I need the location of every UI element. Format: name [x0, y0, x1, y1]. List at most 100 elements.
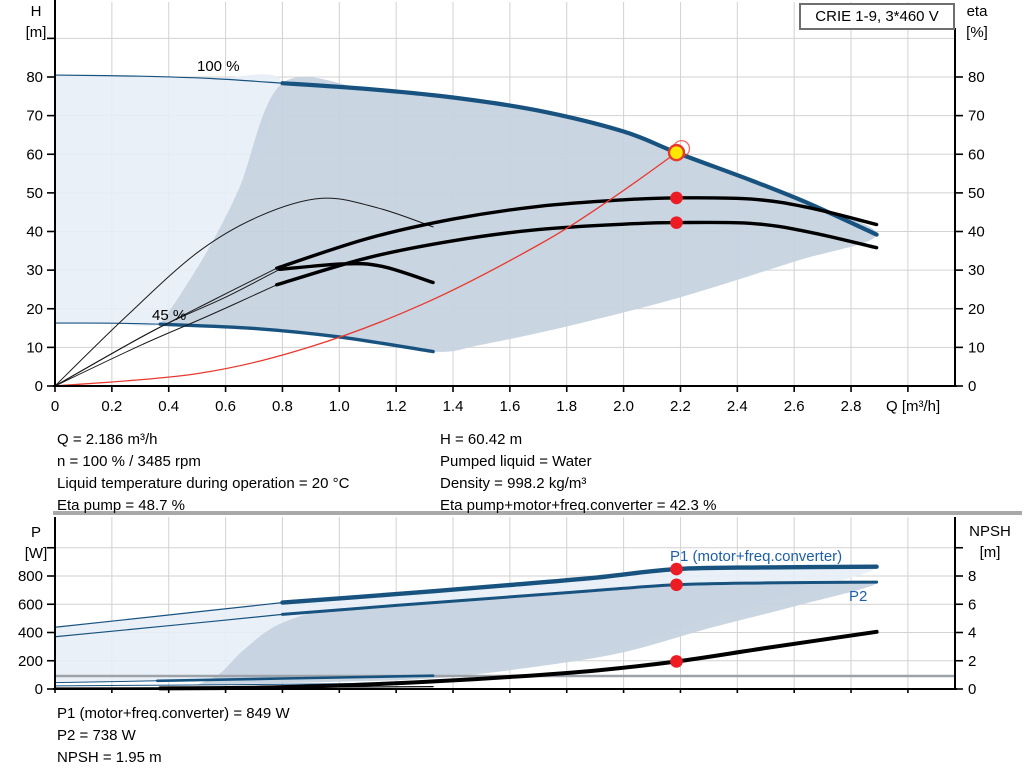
- right-axis-tick-label: 0: [968, 378, 976, 395]
- x-axis-tick-label: 0.8: [272, 398, 293, 415]
- x-axis-tick-label: 0.6: [215, 398, 236, 415]
- eta-total-45pct-thin: [54, 268, 281, 387]
- eta-pump-45pct-curve: [54, 197, 434, 387]
- x-axis-tick-label: 1.4: [443, 398, 464, 415]
- duty-point[interactable]: [667, 143, 686, 162]
- pump-title-box: CRIE 1-9, 3*460 V: [799, 3, 955, 30]
- speed-envelope-region: [55, 74, 283, 327]
- duty-info-right: H = 60.42 m Pumped liquid = Water Densit…: [440, 429, 716, 517]
- info-eta-pump: Eta pump = 48.7 %: [57, 497, 185, 514]
- eta-total-point: [670, 216, 683, 229]
- x-axis-tick-label: 1.6: [499, 398, 520, 415]
- x-axis-tick-label: 2.8: [841, 398, 862, 415]
- pump-curve-100pct-thin: [54, 74, 283, 84]
- x-axis-tick-label: 0: [51, 398, 59, 415]
- info-density: Density = 998.2 kg/m³: [440, 475, 587, 492]
- eta-total-curve-thin: [54, 284, 278, 387]
- info-liquid-temperature: Liquid temperature during operation = 20…: [57, 475, 350, 492]
- p1-curve-thin: [54, 602, 283, 628]
- x-axis-tick-label: 1.8: [556, 398, 577, 415]
- x-axis-tick-label: 2.6: [784, 398, 805, 415]
- recommended-duty-region: [160, 76, 877, 352]
- right-axis-tick-label: 50: [968, 185, 985, 202]
- info-head: H = 60.42 m: [440, 431, 523, 448]
- right-axis-tick-label: 8: [968, 568, 976, 585]
- npsh-axis-title-1: [m]: [980, 544, 1001, 561]
- p2-envelope-region: [197, 580, 877, 685]
- eta-total-45pct-curve: [277, 261, 435, 285]
- power-axis-title-0: P: [31, 524, 41, 541]
- pump-curve-45pct-thin: [54, 322, 161, 325]
- left-axis-tick-label: 30: [26, 262, 43, 279]
- npsh-axis-title-0: NPSH: [969, 523, 1011, 540]
- info-p1: P1 (motor+freq.converter) = 849 W: [57, 705, 290, 722]
- left-axis-tick-label: 0: [35, 378, 43, 395]
- right-axis-tick-label: 30: [968, 262, 985, 279]
- x-axis-tick-label: 2.4: [727, 398, 748, 415]
- right-axis-tick-label: 4: [968, 625, 976, 642]
- npsh-point: [670, 655, 683, 668]
- info-flow: Q = 2.186 m³/h: [57, 431, 158, 448]
- p2-curve-label: P2: [849, 588, 867, 605]
- eta-axis-title-0: eta: [967, 3, 989, 20]
- pump-curve-45pct: [158, 322, 435, 354]
- left-axis-tick-label: 50: [26, 185, 43, 202]
- left-axis-tick-label: 0: [35, 681, 43, 698]
- right-axis-tick-label: 70: [968, 108, 985, 125]
- left-axis-tick-label: 400: [18, 625, 43, 642]
- speed-45pct-label: 45 %: [152, 307, 186, 324]
- info-p2: P2 = 738 W: [57, 727, 136, 744]
- head-axis-title-1: [m]: [26, 24, 47, 41]
- left-axis-tick-label: 70: [26, 108, 43, 125]
- info-pumped-liquid: Pumped liquid = Water: [440, 453, 592, 470]
- x-axis-tick-label: 0.4: [158, 398, 179, 415]
- system-curve: [54, 151, 678, 387]
- p1-45pct-thin: [54, 680, 158, 684]
- duty-info-left: Q = 2.186 m³/h n = 100 % / 3485 rpm Liqu…: [57, 429, 349, 517]
- p1-curve-label: P1 (motor+freq.converter): [670, 548, 842, 565]
- info-eta-total: Eta pump+motor+freq.converter = 42.3 %: [440, 497, 717, 514]
- p1-point: [670, 562, 683, 576]
- x-axis-tick-label: 1.2: [386, 398, 407, 415]
- left-axis-tick-label: 200: [18, 653, 43, 670]
- power-info-block: P1 (motor+freq.converter) = 849 W P2 = 7…: [57, 703, 290, 769]
- power-axis-title-1: [W]: [25, 545, 48, 562]
- right-axis-tick-label: 2: [968, 653, 976, 670]
- x-axis-tick-label: 2.2: [670, 398, 691, 415]
- info-npsh: NPSH = 1.95 m: [57, 749, 162, 766]
- right-axis-tick-label: 40: [968, 224, 985, 241]
- right-axis-tick-label: 20: [968, 301, 985, 318]
- left-axis-tick-label: 600: [18, 596, 43, 613]
- right-axis-tick-label: 10: [968, 339, 985, 356]
- chart-separator-bar: [53, 511, 1022, 515]
- pump-curve-100pct: [280, 81, 879, 237]
- right-axis-tick-label: 6: [968, 596, 976, 613]
- p1-45pct-curve: [156, 674, 435, 683]
- eta-total-curve: [275, 220, 879, 287]
- left-axis-tick-label: 60: [26, 146, 43, 163]
- left-axis-tick-label: 80: [26, 69, 43, 86]
- flow-axis-title: Q [m³/h]: [886, 398, 940, 415]
- pump-title: CRIE 1-9, 3*460 V: [815, 8, 939, 25]
- right-axis-tick-label: 80: [968, 69, 985, 86]
- x-axis-tick-label: 0.2: [101, 398, 122, 415]
- left-axis-tick-label: 800: [18, 568, 43, 585]
- p2-curve-thin: [54, 613, 283, 638]
- left-axis-tick-label: 10: [26, 339, 43, 356]
- x-axis-tick-label: 1.0: [329, 398, 350, 415]
- info-speed: n = 100 % / 3485 rpm: [57, 453, 201, 470]
- p2-point: [670, 578, 683, 592]
- right-axis-tick-label: 60: [968, 146, 985, 163]
- eta-axis-title-1: [%]: [966, 24, 988, 41]
- head-axis-title-0: H: [31, 3, 42, 20]
- speed-100pct-label: 100 %: [197, 58, 240, 75]
- npsh-curve: [158, 629, 879, 691]
- left-axis-tick-label: 20: [26, 301, 43, 318]
- x-axis-tick-label: 2.0: [613, 398, 634, 415]
- p1-curve: [280, 564, 879, 605]
- p2-curve: [280, 580, 879, 616]
- eta-pump-point: [670, 191, 683, 205]
- right-axis-tick-label: 0: [968, 681, 976, 698]
